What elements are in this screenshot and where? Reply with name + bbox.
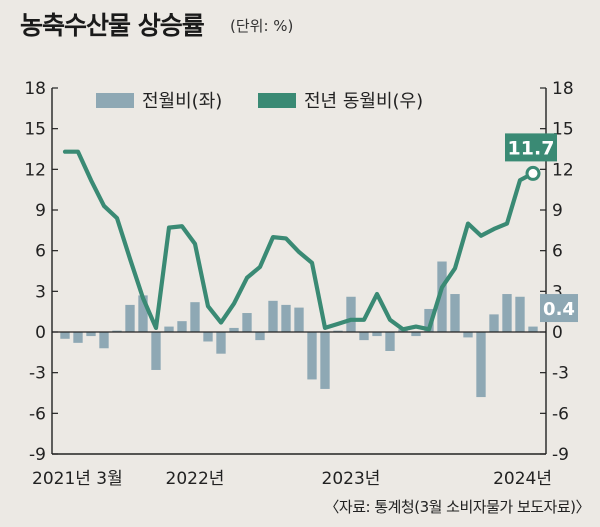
bar-2023-04: [385, 332, 395, 351]
bar-2023-06: [411, 332, 421, 337]
bar-2023-09: [450, 294, 460, 332]
y-tick-label-left: 6: [35, 242, 46, 262]
y-tick-label-left: 0: [35, 323, 46, 343]
bar-2022-07: [268, 300, 278, 332]
axes: 18 18 15 15 12 12 9 9 6 6 3 3 0 0 -3 -3 -6 -6 -9 -9 2021년 3월…: [24, 79, 573, 489]
line-end-marker: [525, 165, 541, 181]
y-tick-label-right: 15: [552, 120, 574, 140]
annotation-label-yoy: 11.7: [508, 137, 555, 159]
y-tick-label-left: 12: [24, 160, 46, 180]
bar-2023-11: [476, 332, 486, 398]
y-tick-label-left: 9: [35, 201, 46, 221]
x-tick-label: 2024년: [493, 469, 552, 489]
bar-2021-08: [125, 304, 135, 332]
plot-frame: [51, 88, 547, 455]
legend-label-yoy: 전년 동월비(우): [304, 91, 423, 112]
legend: 전월비(좌) 전년 동월비(우): [96, 91, 423, 112]
bar-2023-01: [346, 296, 356, 332]
y-tick-label-right: 3: [552, 282, 563, 302]
y-tick-label-left: -3: [29, 364, 46, 384]
bar-2021-03: [60, 332, 70, 339]
annotation-box-mom: [540, 294, 578, 323]
y-tick-label-left: -9: [29, 445, 46, 465]
bar-2024-02: [515, 296, 525, 332]
bar-2022-06: [255, 332, 265, 341]
legend-swatch-yoy: [258, 93, 296, 108]
y-tick-label-right: -3: [552, 364, 569, 384]
bar-2021-10: [151, 332, 161, 370]
bar-2021-11: [164, 326, 174, 332]
bar-2021-06: [99, 332, 109, 349]
bar-2024-01: [502, 294, 512, 332]
y-tick-label-right: -6: [552, 404, 569, 424]
bar-2024-03: [528, 326, 538, 332]
bar-2022-01: [190, 302, 200, 332]
y-tick-label-right: 9: [552, 201, 563, 221]
y-tick-label-left: -6: [29, 404, 46, 424]
annotation-label-mom: 0.4: [543, 299, 575, 320]
y-tick-label-right: 6: [552, 242, 563, 262]
y-tick-label-left: 3: [35, 282, 46, 302]
bar-2022-11: [320, 332, 330, 389]
legend-swatch-mom: [96, 93, 134, 108]
bar-2022-04: [229, 327, 239, 332]
bar-2023-12: [489, 314, 499, 332]
x-tick-label: 2021년 3월: [32, 469, 123, 489]
bar-2022-08: [281, 304, 291, 332]
line-yoy: [62, 149, 536, 332]
y-tick-label-right: 0: [552, 323, 563, 343]
legend-label-mom: 전월비(좌): [142, 91, 222, 112]
bar-2022-09: [294, 307, 304, 332]
bar-2023-07: [424, 308, 434, 332]
bar-2021-07: [112, 330, 122, 332]
x-tick-label: 2022년: [166, 469, 225, 489]
y-tick-label-right: 12: [552, 160, 574, 180]
bar-2022-05: [242, 313, 252, 332]
bar-2022-10: [307, 332, 317, 380]
bar-2022-02: [203, 332, 213, 342]
annotations: 11.7 0.4: [505, 133, 578, 323]
bar-2022-03: [216, 332, 226, 354]
bar-2023-03: [372, 332, 382, 337]
bar-2022-12: [333, 330, 343, 332]
y-tick-label-right: 18: [552, 79, 574, 99]
annotation-box-yoy: [505, 133, 557, 162]
bar-2021-09: [138, 295, 148, 332]
bar-2021-05: [86, 332, 96, 337]
chart-title: 농축수산물 상승률: [20, 11, 205, 40]
line-series: [62, 149, 541, 332]
bar-2023-08: [437, 261, 447, 332]
bar-2021-04: [73, 332, 83, 343]
y-tick-label-right: -9: [552, 445, 569, 465]
bar-2023-02: [359, 332, 369, 341]
y-tick-label-left: 18: [24, 79, 46, 99]
bar-series: [60, 261, 538, 398]
x-tick-label: 2023년: [322, 469, 381, 489]
chart-subtitle: (단위: %): [230, 17, 294, 35]
y-tick-label-left: 15: [24, 120, 46, 140]
bar-2023-10: [463, 332, 473, 338]
source-note: 〈자료: 통계청(3월 소비자물가 보도자료)〉: [324, 498, 590, 516]
bar-2021-12: [177, 321, 187, 332]
